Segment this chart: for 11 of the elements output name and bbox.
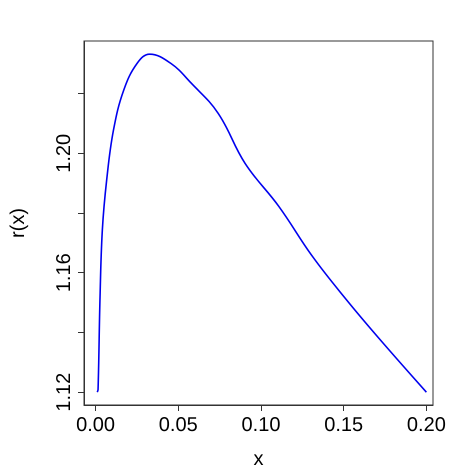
y-tick-label: 1.12 [53,372,75,412]
y-tick-label: 1.20 [53,134,75,173]
y-axis-title: r(x) [7,208,29,238]
x-tick-label: 0.00 [76,414,116,436]
x-axis-title: x [254,448,264,470]
x-tick-label: 0.05 [158,414,198,436]
x-tick-label: 0.20 [406,414,446,436]
line-series [96,53,428,393]
y-tick-label: 1.16 [53,253,75,292]
x-tick-label: 0.15 [324,414,364,436]
x-tick-label: 0.10 [242,414,280,436]
